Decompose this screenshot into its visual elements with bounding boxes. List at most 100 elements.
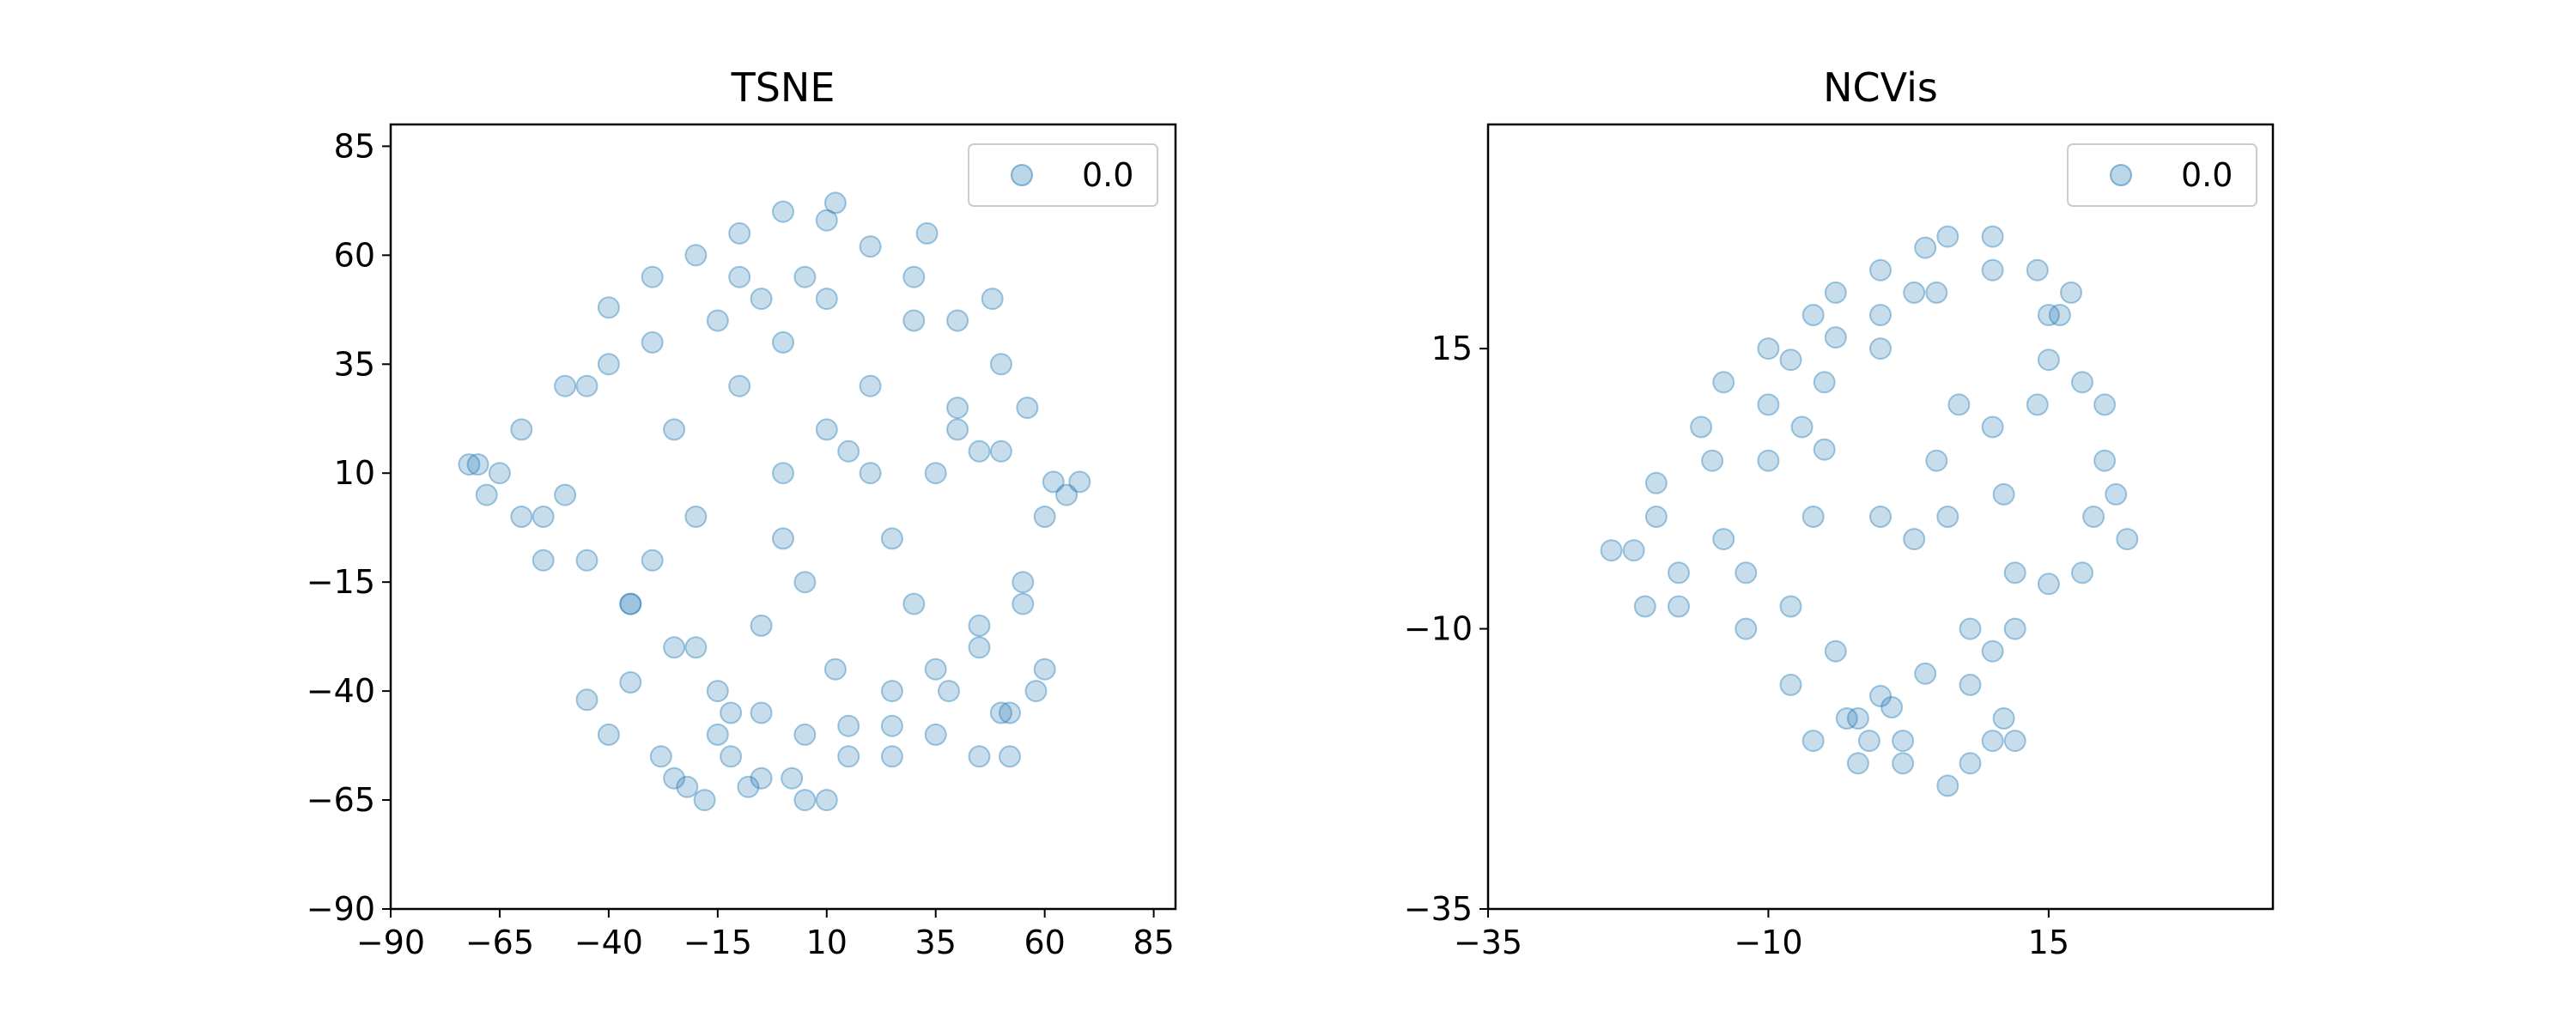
tsne-data-point — [902, 592, 926, 615]
tsne-data-point — [837, 439, 860, 463]
tsne-x-tick-label: −65 — [465, 924, 534, 961]
ncvis-data-point — [1914, 662, 1937, 685]
ncvis-points — [1600, 225, 2139, 797]
ncvis-y-ticks: −35 −10 15 — [1404, 330, 1488, 928]
tsne-data-point — [684, 506, 708, 528]
tsne-legend: 0.0 — [968, 143, 1158, 207]
tsne-data-point — [946, 309, 969, 332]
ncvis-data-point — [1779, 348, 1802, 372]
tsne-data-point — [532, 506, 555, 528]
tsne-y-tick-label: −90 — [307, 890, 375, 928]
tsne-data-point — [1016, 397, 1039, 420]
ncvis-data-point — [1712, 371, 1735, 394]
ncvis-data-point — [1936, 225, 1959, 248]
ncvis-data-point — [1644, 506, 1668, 528]
ncvis-data-point — [1869, 506, 1892, 528]
ncvis-data-point — [2105, 482, 2128, 506]
ncvis-data-point — [1903, 281, 1926, 304]
tsne-x-tick-label: −90 — [356, 924, 425, 961]
tsne-data-point — [575, 548, 598, 572]
tsne-data-point — [772, 462, 794, 485]
ncvis-data-point — [1668, 595, 1690, 618]
tsne-y-tick-label: −40 — [307, 672, 375, 710]
tsne-data-point — [989, 353, 1012, 376]
tsne-data-point — [946, 397, 969, 420]
tsne-y-tick-label: 60 — [334, 236, 375, 274]
ncvis-x-tick-label: 15 — [2028, 924, 2069, 961]
ncvis-data-point — [1735, 561, 1758, 585]
ncvis-data-point — [1835, 707, 1858, 730]
tsne-data-point — [641, 548, 664, 572]
tsne-data-point — [815, 288, 838, 311]
ncvis-data-point — [1936, 506, 1959, 528]
tsne-data-point — [510, 506, 533, 528]
tsne-data-point — [946, 418, 969, 441]
ncvis-data-point — [1757, 393, 1780, 416]
ncvis-data-point — [1981, 730, 2004, 753]
tsne-data-point — [706, 309, 729, 332]
tsne-panel: TSNE −90 −65 −40 −15 10 35 60 85 −90 −65 −40 −15 10… — [307, 64, 1177, 961]
tsne-data-point — [554, 374, 577, 397]
ncvis-data-point — [1981, 225, 2004, 248]
ncvis-data-point — [2071, 371, 2093, 394]
tsne-legend-marker — [1011, 164, 1033, 186]
tsne-data-point — [750, 766, 773, 790]
ncvis-data-point — [1914, 236, 1937, 259]
tsne-data-point — [1033, 506, 1056, 528]
tsne-data-point — [649, 745, 672, 768]
ncvis-data-point — [1959, 752, 1982, 775]
tsne-data-point — [880, 714, 903, 737]
tsne-data-point — [915, 221, 939, 245]
ncvis-data-point — [1633, 595, 1656, 618]
tsne-y-tick-label: 85 — [334, 127, 375, 165]
tsne-y-tick-label: 10 — [334, 454, 375, 492]
ncvis-data-point — [1801, 506, 1825, 528]
ncvis-data-point — [2026, 393, 2049, 416]
tsne-data-point — [720, 745, 743, 768]
tsne-data-point — [684, 244, 708, 267]
tsne-data-point — [999, 701, 1021, 724]
tsne-legend-box — [968, 143, 1158, 207]
ncvis-data-point — [1981, 258, 2004, 282]
tsne-data-point — [989, 701, 1012, 724]
ncvis-data-point — [1925, 449, 1948, 472]
ncvis-data-point — [1600, 539, 1623, 562]
tsne-data-point — [575, 688, 598, 712]
tsne-data-point — [823, 191, 847, 215]
ncvis-title: NCVis — [1823, 64, 1938, 111]
tsne-data-point — [641, 265, 664, 288]
ncvis-x-tick-label: −35 — [1454, 924, 1522, 961]
ncvis-data-point — [1735, 617, 1758, 640]
tsne-y-tick-label: −65 — [307, 781, 375, 819]
tsne-data-point — [968, 439, 991, 463]
ncvis-data-point — [1869, 304, 1892, 326]
ncvis-data-point — [1869, 258, 1892, 282]
ncvis-axes-frame — [1486, 123, 2275, 911]
tsne-x-tick-label: −40 — [574, 924, 643, 961]
tsne-data-point — [924, 657, 947, 681]
ncvis-data-point — [1824, 281, 1847, 304]
tsne-data-point — [859, 374, 882, 397]
ncvis-data-point — [1668, 561, 1690, 585]
tsne-x-tick-label: −15 — [683, 924, 752, 961]
ncvis-data-point — [1925, 281, 1948, 304]
tsne-data-point — [1024, 680, 1048, 703]
tsne-data-point — [772, 330, 794, 354]
tsne-data-point — [837, 714, 860, 737]
ncvis-data-point — [1903, 528, 1926, 551]
tsne-data-point — [968, 636, 991, 659]
ncvis-data-point — [1981, 415, 2004, 439]
tsne-data-point — [684, 636, 708, 659]
ncvis-data-point — [2093, 449, 2117, 472]
tsne-data-point — [772, 200, 794, 223]
tsne-data-point — [1012, 592, 1035, 615]
ncvis-data-point — [1779, 673, 1802, 696]
ncvis-data-point — [1947, 393, 1971, 416]
tsne-data-point — [1033, 657, 1056, 681]
ncvis-data-point — [1801, 730, 1825, 753]
tsne-data-point — [619, 592, 642, 615]
tsne-data-point — [837, 745, 860, 768]
tsne-data-point — [597, 296, 620, 319]
tsne-data-point — [488, 462, 511, 485]
ncvis-data-point — [2026, 258, 2049, 282]
